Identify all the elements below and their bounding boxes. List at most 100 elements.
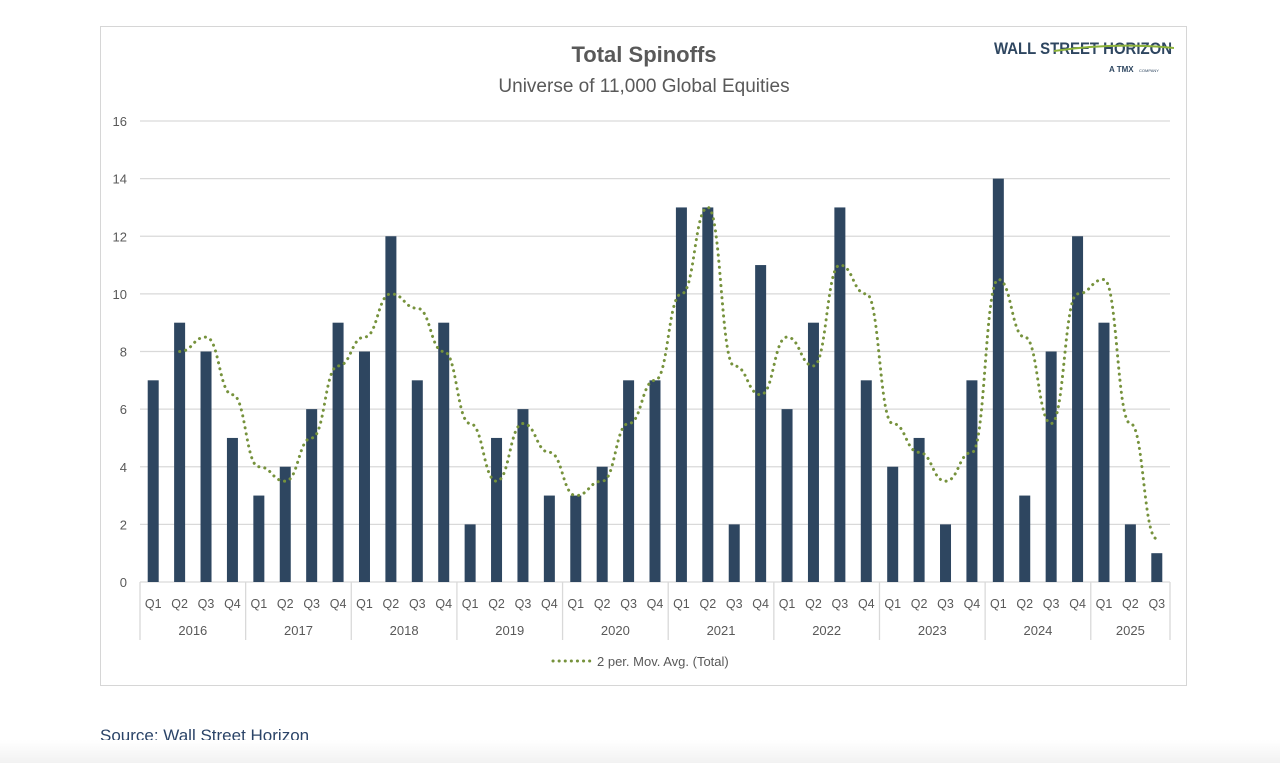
y-tick-label: 10 (113, 287, 127, 302)
bar (966, 380, 978, 582)
year-label: 2016 (178, 623, 207, 638)
y-tick-label: 6 (120, 402, 127, 417)
x-tick-label: Q2 (1016, 597, 1033, 611)
year-label: 2018 (390, 623, 419, 638)
bar (438, 322, 450, 582)
bar (174, 322, 186, 582)
bar (913, 437, 925, 582)
bar (940, 524, 952, 582)
svg-text:COMPANY: COMPANY (1139, 68, 1159, 73)
bottom-fade (0, 740, 1280, 763)
bar (279, 466, 291, 582)
bar (358, 351, 370, 582)
x-tick-label: Q1 (990, 597, 1007, 611)
x-tick-label: Q4 (752, 597, 769, 611)
bar (887, 466, 899, 582)
x-tick-label: Q3 (1148, 597, 1165, 611)
bar (596, 466, 608, 582)
x-tick-label: Q3 (515, 597, 532, 611)
x-tick-label: Q4 (435, 597, 452, 611)
bar (1151, 553, 1163, 582)
year-label: 2025 (1116, 623, 1145, 638)
bar (702, 207, 714, 582)
y-tick-label: 2 (120, 517, 127, 532)
year-label: 2019 (495, 623, 524, 638)
bar (1019, 495, 1031, 582)
bar (623, 380, 635, 582)
y-tick-label: 14 (113, 172, 127, 187)
y-tick-label: 8 (120, 345, 127, 360)
x-tick-label: Q4 (1069, 597, 1086, 611)
bar (1124, 524, 1136, 582)
chart-subtitle: Universe of 11,000 Global Equities (498, 76, 790, 97)
x-tick-label: Q3 (1043, 597, 1060, 611)
x-tick-label: Q4 (647, 597, 664, 611)
bar (728, 524, 740, 582)
bar (649, 380, 661, 582)
svg-text:A TMX: A TMX (1109, 65, 1134, 74)
bar (253, 495, 265, 582)
x-tick-label: Q1 (567, 597, 584, 611)
bar (1045, 351, 1057, 582)
x-tick-label: Q4 (224, 597, 241, 611)
bar (860, 380, 872, 582)
bar (675, 207, 687, 582)
x-tick-label: Q2 (594, 597, 611, 611)
x-tick-label: Q3 (198, 597, 215, 611)
bar (781, 409, 793, 582)
bar (464, 524, 476, 582)
x-tick-label: Q3 (937, 597, 954, 611)
y-tick-label: 12 (113, 229, 127, 244)
x-tick-label: Q4 (964, 597, 981, 611)
bar (200, 351, 212, 582)
year-label: 2023 (918, 623, 947, 638)
chart-frame (100, 26, 1187, 686)
y-tick-label: 16 (113, 114, 127, 129)
year-label: 2020 (601, 623, 630, 638)
chart-title: Total Spinoffs (571, 42, 717, 67)
x-tick-label: Q3 (620, 597, 637, 611)
x-tick-label: Q4 (541, 597, 558, 611)
x-tick-label: Q4 (330, 597, 347, 611)
bar (570, 495, 582, 582)
x-tick-label: Q1 (1096, 597, 1113, 611)
x-tick-label: Q2 (488, 597, 505, 611)
bar (543, 495, 555, 582)
bar (755, 265, 767, 582)
x-tick-label: Q3 (726, 597, 743, 611)
x-tick-label: Q1 (462, 597, 479, 611)
x-tick-label: Q3 (409, 597, 426, 611)
x-tick-label: Q1 (145, 597, 162, 611)
year-label: 2022 (812, 623, 841, 638)
bar (807, 322, 819, 582)
x-tick-label: Q2 (171, 597, 188, 611)
x-tick-label: Q1 (884, 597, 901, 611)
x-tick-label: Q2 (805, 597, 822, 611)
x-tick-label: Q3 (303, 597, 320, 611)
year-label: 2017 (284, 623, 313, 638)
x-tick-label: Q2 (699, 597, 716, 611)
x-tick-label: Q4 (858, 597, 875, 611)
bar (517, 409, 529, 582)
bar (226, 437, 238, 582)
year-label: 2021 (707, 623, 736, 638)
x-tick-label: Q2 (1122, 597, 1139, 611)
bar (306, 409, 318, 582)
y-tick-label: 0 (120, 575, 127, 590)
x-tick-label: Q2 (277, 597, 294, 611)
bar (992, 178, 1004, 582)
x-tick-label: Q1 (356, 597, 373, 611)
x-tick-label: Q1 (673, 597, 690, 611)
x-tick-label: Q3 (832, 597, 849, 611)
y-tick-label: 4 (120, 460, 127, 475)
x-tick-label: Q2 (911, 597, 928, 611)
bar (834, 207, 846, 582)
x-tick-label: Q1 (779, 597, 796, 611)
bar (332, 322, 344, 582)
x-tick-label: Q2 (383, 597, 400, 611)
bar (1072, 236, 1084, 582)
x-tick-label: Q1 (251, 597, 268, 611)
bar (1098, 322, 1110, 582)
wall-street-horizon-logo: WALL STREET HORIZON A TMX COMPANY (994, 39, 1174, 74)
